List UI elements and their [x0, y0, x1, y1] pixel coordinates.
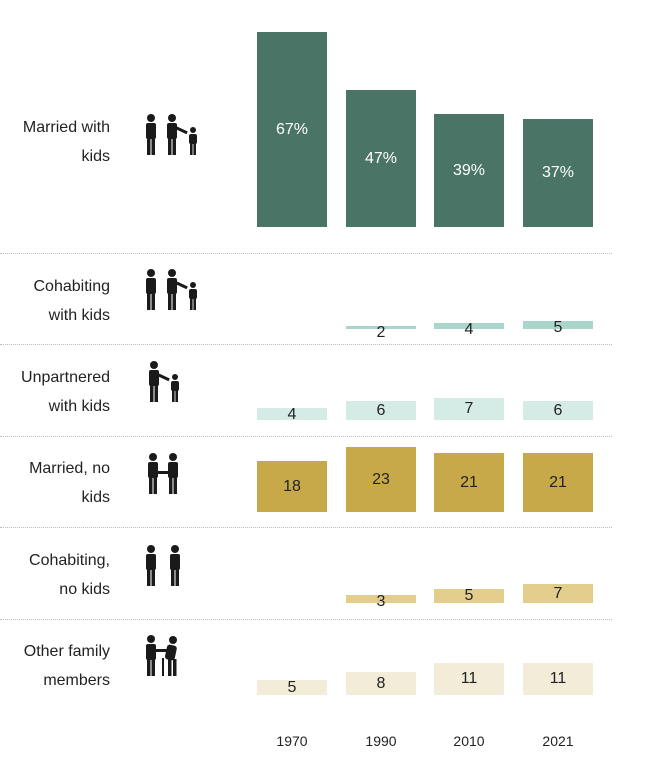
row-separator: [0, 253, 612, 254]
bar: [346, 672, 416, 695]
bar: [346, 401, 416, 420]
bar: [257, 32, 327, 227]
bar: [346, 90, 416, 227]
row-label-line: kids: [81, 489, 110, 506]
x-tick-label: 2010: [453, 733, 485, 749]
row-label: Married with kids: [0, 113, 110, 171]
row-label-line: members: [43, 672, 110, 689]
data-label: 18: [283, 477, 301, 495]
row-label-line: no kids: [59, 581, 110, 598]
data-label: 8: [376, 674, 386, 692]
row-label-line: with kids: [48, 307, 110, 324]
row-label: Married, no kids: [0, 454, 110, 512]
row-separator: [0, 436, 612, 437]
data-label: 67%: [275, 120, 309, 138]
row-label-line: Married, no: [29, 460, 110, 477]
row-label-line: Cohabiting: [33, 278, 111, 295]
row-label-line: Cohabiting,: [29, 552, 110, 569]
data-label: 5: [553, 319, 563, 336]
data-label: 4: [287, 406, 297, 423]
bar: [257, 461, 327, 512]
data-label: 4: [464, 321, 474, 338]
couple-holding-hands-icon: [142, 452, 204, 503]
bar: [434, 114, 504, 227]
row-label: Unpartnered with kids: [0, 363, 110, 421]
data-label: 2: [376, 324, 386, 341]
bar: [434, 589, 504, 603]
data-label: 6: [376, 401, 386, 419]
bar: [346, 447, 416, 512]
data-label: 11: [460, 670, 478, 687]
bar: [257, 408, 327, 420]
bar: [523, 401, 593, 420]
row-label-line: kids: [81, 148, 110, 165]
x-tick-label: 2021: [542, 733, 574, 749]
bar: [523, 453, 593, 512]
two-adults-icon: [142, 544, 204, 595]
bar: [346, 326, 416, 329]
bar: [523, 663, 593, 695]
row-separator: [0, 619, 612, 620]
data-label: 7: [464, 400, 474, 417]
data-label: 11: [549, 670, 567, 687]
data-label: 7: [553, 584, 563, 602]
row-label-line: Married with: [22, 119, 110, 136]
bar: [434, 323, 504, 329]
bar: [523, 119, 593, 227]
data-label: 5: [464, 587, 474, 604]
x-tick-label: 1990: [365, 733, 397, 749]
data-label: 5: [287, 678, 297, 696]
data-label: 37%: [541, 164, 575, 181]
data-label: 21: [460, 473, 478, 491]
row-label-line: with kids: [48, 398, 110, 415]
data-label: 21: [549, 473, 567, 491]
row-separator: [0, 344, 612, 345]
bar: [434, 453, 504, 512]
x-tick-label: 1970: [276, 733, 308, 749]
data-label: 47%: [364, 149, 398, 167]
adult-child-icon: [142, 360, 204, 411]
bar: [434, 663, 504, 695]
row-label-line: Other family: [23, 643, 110, 660]
adult-elderly-icon: [142, 634, 204, 685]
bar: [257, 680, 327, 695]
bar: [434, 398, 504, 420]
bar: [523, 584, 593, 603]
row-label: Other family members: [0, 637, 110, 695]
row-separator: [0, 527, 612, 528]
data-label: 23: [372, 470, 390, 488]
bar: [346, 595, 416, 603]
data-label: 39%: [452, 161, 486, 179]
row-label-line: Unpartnered: [21, 369, 110, 386]
bar: [523, 321, 593, 329]
data-label: 6: [553, 401, 563, 419]
data-label: 3: [376, 593, 386, 610]
row-label: Cohabiting, no kids: [0, 546, 110, 604]
two-adults-child-icon: [142, 268, 204, 319]
two-adults-child-icon: [142, 113, 204, 164]
row-label: Cohabiting with kids: [0, 272, 111, 330]
